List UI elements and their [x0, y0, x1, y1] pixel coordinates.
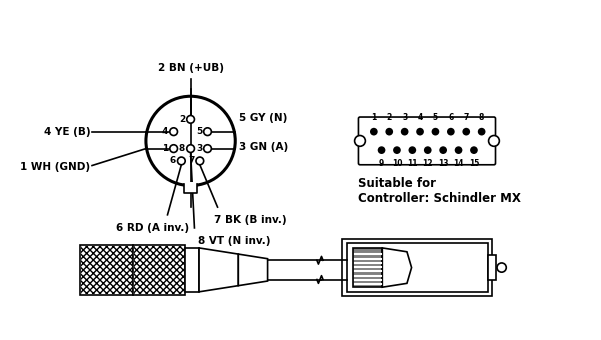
Circle shape [424, 146, 432, 154]
Circle shape [370, 128, 377, 136]
Bar [343, 239, 492, 296]
Bar [353, 248, 382, 287]
Text: 3: 3 [402, 114, 407, 122]
Text: Suitable for: Suitable for [358, 177, 436, 190]
Text: 7 BK (B inv.): 7 BK (B inv.) [214, 215, 286, 225]
Text: 4: 4 [418, 114, 423, 122]
Bar [488, 255, 495, 280]
Circle shape [416, 128, 424, 136]
Circle shape [439, 146, 447, 154]
Text: 10: 10 [392, 159, 402, 168]
Circle shape [196, 157, 204, 165]
Text: 13: 13 [438, 159, 448, 168]
Bar [185, 183, 197, 193]
Text: 6: 6 [169, 156, 176, 166]
Text: 4: 4 [162, 127, 168, 136]
Circle shape [401, 128, 409, 136]
Circle shape [355, 136, 365, 146]
Bar [185, 248, 199, 292]
Circle shape [170, 145, 177, 152]
Text: 2: 2 [386, 114, 392, 122]
Circle shape [377, 146, 385, 154]
Text: 6: 6 [448, 114, 454, 122]
Text: 7: 7 [188, 156, 195, 166]
Circle shape [204, 128, 212, 136]
Text: 3: 3 [196, 144, 202, 153]
Circle shape [409, 146, 416, 154]
Circle shape [470, 146, 478, 154]
Circle shape [385, 128, 393, 136]
Circle shape [478, 128, 486, 136]
Bar [347, 243, 488, 292]
Text: Controller: Schindler MX: Controller: Schindler MX [358, 192, 520, 205]
Circle shape [177, 157, 185, 165]
Text: 2 BN (+UB): 2 BN (+UB) [157, 63, 224, 73]
Text: 14: 14 [453, 159, 464, 168]
Text: 5 GY (N): 5 GY (N) [239, 113, 287, 123]
Text: 3 GN (A): 3 GN (A) [239, 142, 288, 152]
Circle shape [497, 263, 506, 272]
Text: 9: 9 [379, 159, 384, 168]
Bar [81, 245, 133, 295]
Text: 5: 5 [433, 114, 438, 122]
Text: 1: 1 [162, 144, 168, 153]
Circle shape [462, 128, 470, 136]
Bar [133, 245, 185, 295]
Text: 11: 11 [407, 159, 418, 168]
Circle shape [432, 128, 439, 136]
Text: 1: 1 [371, 114, 376, 122]
Text: 12: 12 [423, 159, 433, 168]
Bar [133, 245, 185, 294]
Circle shape [489, 136, 499, 146]
Text: 2: 2 [179, 115, 185, 124]
Circle shape [447, 128, 455, 136]
Circle shape [187, 116, 195, 123]
Circle shape [170, 128, 177, 136]
Circle shape [393, 146, 401, 154]
Circle shape [204, 145, 212, 152]
Circle shape [187, 145, 195, 152]
Text: 15: 15 [469, 159, 479, 168]
Polygon shape [239, 254, 267, 286]
Text: 7: 7 [463, 114, 469, 122]
Text: 8: 8 [179, 144, 185, 153]
Text: 5: 5 [196, 127, 202, 136]
Text: 1 WH (GND): 1 WH (GND) [20, 162, 91, 172]
Bar [81, 245, 132, 294]
FancyBboxPatch shape [358, 117, 495, 165]
Circle shape [146, 96, 235, 186]
Polygon shape [382, 248, 412, 287]
Circle shape [455, 146, 462, 154]
Text: 6 RD (A inv.): 6 RD (A inv.) [115, 222, 189, 233]
Text: 8: 8 [479, 114, 484, 122]
Text: 4 YE (B): 4 YE (B) [44, 127, 91, 137]
Text: 8 VT (N inv.): 8 VT (N inv.) [198, 236, 271, 245]
Polygon shape [199, 248, 239, 292]
